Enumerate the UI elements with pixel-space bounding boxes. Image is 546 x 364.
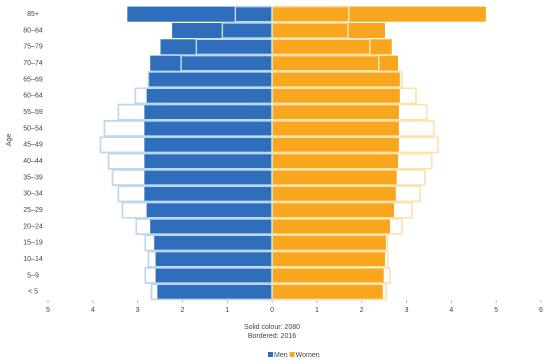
bar <box>272 202 394 218</box>
legend-label: Men <box>274 352 288 359</box>
x-tick-label: 2 <box>360 307 364 314</box>
bar <box>157 284 273 300</box>
bar <box>146 88 273 104</box>
bar <box>160 39 273 55</box>
y-tick-label: 45–49 <box>23 142 43 149</box>
y-tick-label: 5–9 <box>27 272 39 279</box>
x-tick-label: 1 <box>225 307 229 314</box>
bar <box>127 6 273 22</box>
note: Solid colour: 2080 <box>244 324 300 331</box>
y-tick-label: 15–19 <box>23 240 43 247</box>
x-tick-label: 5 <box>494 307 498 314</box>
y-tick-label: 80–84 <box>23 27 43 34</box>
y-tick-label: 60–64 <box>23 93 43 100</box>
x-tick-label: 4 <box>449 307 453 314</box>
y-tick-label: 40–44 <box>23 158 43 165</box>
bar <box>150 55 273 71</box>
bar <box>272 153 399 169</box>
bar <box>272 235 386 251</box>
bar <box>154 235 273 251</box>
bar <box>272 71 400 88</box>
bar <box>144 120 273 137</box>
bar <box>144 169 273 186</box>
note: Bordered: 2016 <box>248 333 296 340</box>
y-tick-label: 35–39 <box>23 174 43 181</box>
bar <box>146 202 273 218</box>
bar <box>272 120 399 137</box>
bar <box>272 55 399 71</box>
bar <box>155 251 273 267</box>
bar <box>272 218 390 235</box>
bar <box>272 6 486 22</box>
bar <box>272 22 386 39</box>
bar <box>272 186 396 202</box>
y-axis-label: Age <box>6 134 13 147</box>
legend-label: Women <box>296 352 320 359</box>
bar <box>155 267 273 284</box>
bar <box>144 137 273 153</box>
bar <box>272 284 383 300</box>
bar <box>144 186 273 202</box>
bar <box>272 104 399 120</box>
y-tick-label: 20–24 <box>23 223 43 230</box>
y-tick-label: 25–29 <box>23 207 43 214</box>
bar <box>272 39 392 55</box>
x-tick-label: 1 <box>315 307 319 314</box>
bar <box>272 169 397 186</box>
bar <box>272 251 386 267</box>
x-tick-label: 5 <box>46 307 50 314</box>
y-tick-label: < 5 <box>28 289 38 296</box>
bar <box>150 218 273 235</box>
y-tick-label: 75–79 <box>23 44 43 51</box>
legend-swatch <box>268 352 273 357</box>
y-tick-label: 65–69 <box>23 76 43 83</box>
y-tick-label: 70–74 <box>23 60 43 67</box>
x-tick-label: 4 <box>91 307 95 314</box>
x-tick-label: 3 <box>405 307 409 314</box>
x-tick-label: 2 <box>181 307 185 314</box>
y-tick-label: 85+ <box>27 11 39 18</box>
x-tick-label: 0 <box>270 307 274 314</box>
y-tick-label: 30–34 <box>23 191 43 198</box>
bar <box>144 104 273 120</box>
bar <box>272 267 384 284</box>
bar <box>272 137 399 153</box>
y-tick-label: 55–59 <box>23 109 43 116</box>
y-tick-label: 50–54 <box>23 125 43 132</box>
y-tick-label: 10–14 <box>23 256 43 263</box>
x-tick-label: 6 <box>539 307 543 314</box>
bar <box>144 153 273 169</box>
x-tick-label: 3 <box>136 307 140 314</box>
bar <box>272 88 400 104</box>
legend-swatch <box>289 352 295 357</box>
bar <box>148 71 273 88</box>
